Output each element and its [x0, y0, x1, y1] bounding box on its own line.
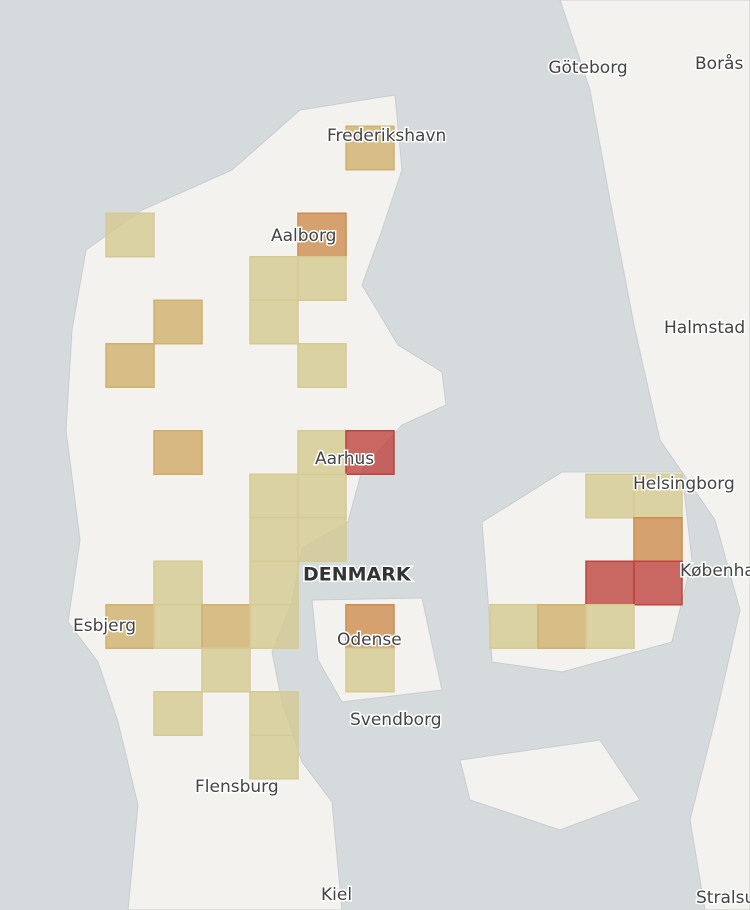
grid-cell — [633, 473, 683, 519]
grid-cell — [153, 430, 203, 475]
grid-cell — [585, 473, 635, 519]
grid-cell — [249, 691, 299, 736]
place-label: Helsingborg — [633, 474, 735, 494]
grid-cell — [345, 604, 395, 649]
place-label: Esbjerg — [73, 616, 136, 636]
place-label: Kiel — [321, 885, 352, 905]
place-label: Aarhus — [315, 449, 374, 469]
place-label: København — [680, 561, 750, 581]
grid-cell — [297, 212, 347, 258]
grid-cells — [105, 125, 683, 780]
place-label: Frederikshavn — [327, 126, 446, 146]
grid-cell — [105, 343, 155, 388]
grid-cell — [297, 473, 347, 519]
grid-cell — [633, 517, 683, 562]
place-label: Göteborg — [548, 58, 627, 78]
grid-cell — [105, 212, 155, 258]
place-label: Aalborg — [271, 226, 336, 246]
grid-cell — [633, 560, 683, 606]
place-label: Stralsund — [696, 888, 750, 908]
sweden — [559, 0, 750, 910]
place-label: Halmstad — [664, 318, 745, 338]
grid-cell — [585, 560, 635, 606]
grid-cell — [201, 647, 251, 693]
grid-cell — [249, 560, 299, 606]
grid-cell — [153, 560, 203, 606]
grid-cell — [249, 604, 299, 649]
grid-cell — [297, 517, 347, 562]
grid-cell — [249, 734, 299, 780]
grid-cell — [249, 256, 299, 301]
grid-cell — [345, 125, 395, 171]
grid-cell — [201, 604, 251, 649]
grid-cell — [249, 517, 299, 562]
grid-cell — [297, 343, 347, 388]
place-label: Svendborg — [350, 710, 442, 730]
grid-cell — [345, 647, 395, 693]
grid-cell — [153, 691, 203, 736]
labels: Göteborg Borås Frederikshavn Aalborg Hal… — [72, 52, 750, 910]
grid-cell — [537, 604, 587, 649]
grid-cell — [249, 299, 299, 345]
grid-cell — [105, 604, 155, 649]
country-label: DENMARK — [303, 564, 412, 586]
grid-cell — [297, 256, 347, 301]
place-label: Odense — [337, 630, 402, 650]
grid-cell — [153, 604, 203, 649]
grid-cell — [345, 430, 395, 475]
place-label: Borås — [695, 53, 743, 74]
grid-cell — [153, 299, 203, 345]
grid-cell — [489, 604, 539, 649]
place-label: Flensburg — [195, 777, 279, 797]
lolland — [459, 739, 641, 831]
grid-cell — [585, 604, 635, 649]
grid-cell — [249, 473, 299, 519]
